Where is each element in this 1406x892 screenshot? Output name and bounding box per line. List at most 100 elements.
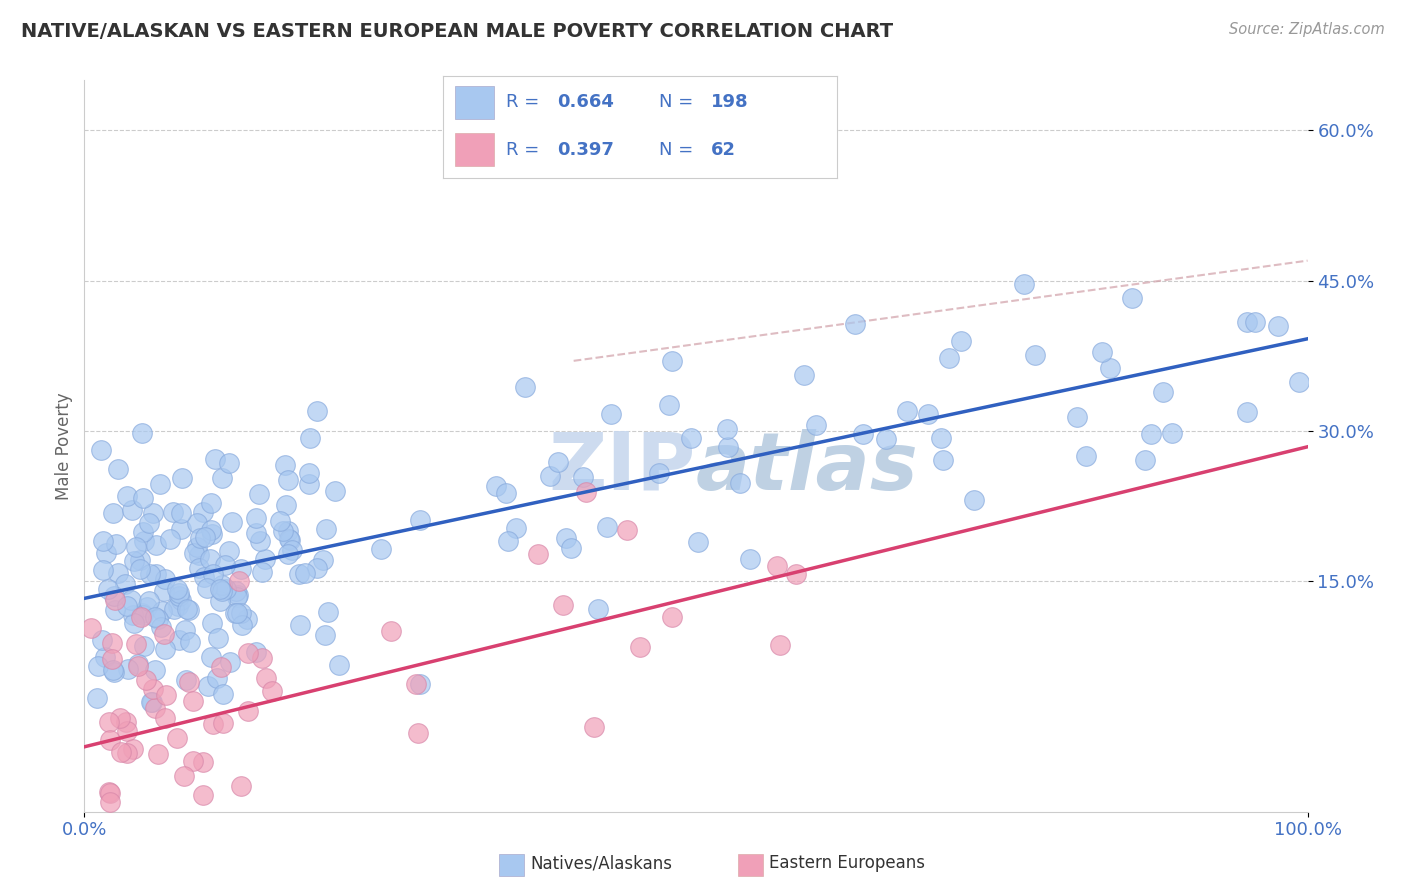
Point [153, 642, 176, 657]
Point [212, 687, 235, 701]
Point [224, 606, 246, 620]
Point [124, 615, 146, 630]
Point [94, 546, 117, 560]
Point [628, 640, 651, 655]
Point [288, 618, 311, 632]
Point [117, 662, 139, 676]
Point [405, 677, 427, 691]
Point [1161, 426, 1184, 441]
Point [765, 559, 787, 574]
Point [555, 531, 578, 545]
Text: Eastern Europeans: Eastern Europeans [769, 855, 925, 872]
Point [259, 863, 281, 878]
Point [115, 489, 138, 503]
Point [231, 617, 253, 632]
Point [91, 632, 114, 647]
Point [202, 566, 225, 581]
Point [1012, 277, 1035, 291]
Point [513, 380, 536, 394]
Point [181, 755, 204, 769]
Point [406, 726, 429, 740]
Point [262, 684, 284, 698]
Point [97, 582, 120, 597]
Point [661, 354, 683, 368]
Point [163, 602, 186, 616]
Point [294, 566, 316, 581]
Point [211, 584, 233, 599]
Point [307, 404, 329, 418]
Point [254, 671, 277, 685]
Point [1267, 319, 1289, 334]
Point [245, 526, 267, 541]
Point [141, 694, 163, 708]
Point [93, 534, 115, 549]
Point [142, 682, 165, 697]
Point [247, 486, 270, 500]
Point [658, 398, 681, 412]
Point [236, 612, 259, 626]
Point [1140, 426, 1163, 441]
Point [505, 521, 527, 535]
Point [90, 443, 112, 458]
Point [312, 553, 335, 567]
Point [271, 524, 294, 538]
Point [150, 619, 173, 633]
Point [278, 533, 301, 547]
Point [648, 466, 671, 480]
Point [1236, 315, 1258, 329]
Point [218, 655, 240, 669]
Point [195, 582, 218, 596]
Point [204, 451, 226, 466]
Point [896, 404, 918, 418]
Point [142, 507, 165, 521]
Point [174, 673, 197, 687]
Point [595, 520, 617, 534]
Point [600, 407, 623, 421]
Point [932, 452, 955, 467]
Point [153, 830, 176, 844]
Point [173, 769, 195, 783]
Point [852, 426, 875, 441]
Point [496, 533, 519, 548]
Point [211, 471, 233, 485]
Point [155, 688, 177, 702]
Point [273, 458, 295, 473]
Point [277, 473, 299, 487]
Point [193, 505, 215, 519]
Point [547, 454, 569, 468]
Point [1152, 384, 1174, 399]
Point [94, 650, 117, 665]
Point [1074, 449, 1097, 463]
Point [107, 566, 129, 581]
Point [107, 462, 129, 476]
Text: NATIVE/ALASKAN VS EASTERN EUROPEAN MALE POVERTY CORRELATION CHART: NATIVE/ALASKAN VS EASTERN EUROPEAN MALE … [21, 22, 893, 41]
Point [228, 574, 250, 589]
Point [167, 633, 190, 648]
Point [129, 553, 152, 567]
Point [125, 637, 148, 651]
Point [254, 551, 277, 566]
Point [131, 491, 153, 505]
Point [98, 786, 121, 800]
Point [197, 679, 219, 693]
Point [98, 732, 121, 747]
Text: R =: R = [506, 141, 546, 159]
Point [101, 652, 124, 666]
Point [201, 527, 224, 541]
Point [1236, 404, 1258, 418]
Point [281, 543, 304, 558]
Point [91, 563, 114, 577]
Point [1066, 410, 1088, 425]
Point [104, 603, 127, 617]
Text: 0.397: 0.397 [557, 141, 614, 159]
Text: R =: R = [506, 94, 546, 112]
Point [114, 577, 136, 591]
Point [127, 658, 149, 673]
Y-axis label: Male Poverty: Male Poverty [55, 392, 73, 500]
Point [785, 567, 807, 582]
Point [963, 493, 986, 508]
Point [98, 785, 121, 799]
Point [226, 589, 249, 603]
Point [79, 621, 101, 635]
Point [485, 479, 508, 493]
